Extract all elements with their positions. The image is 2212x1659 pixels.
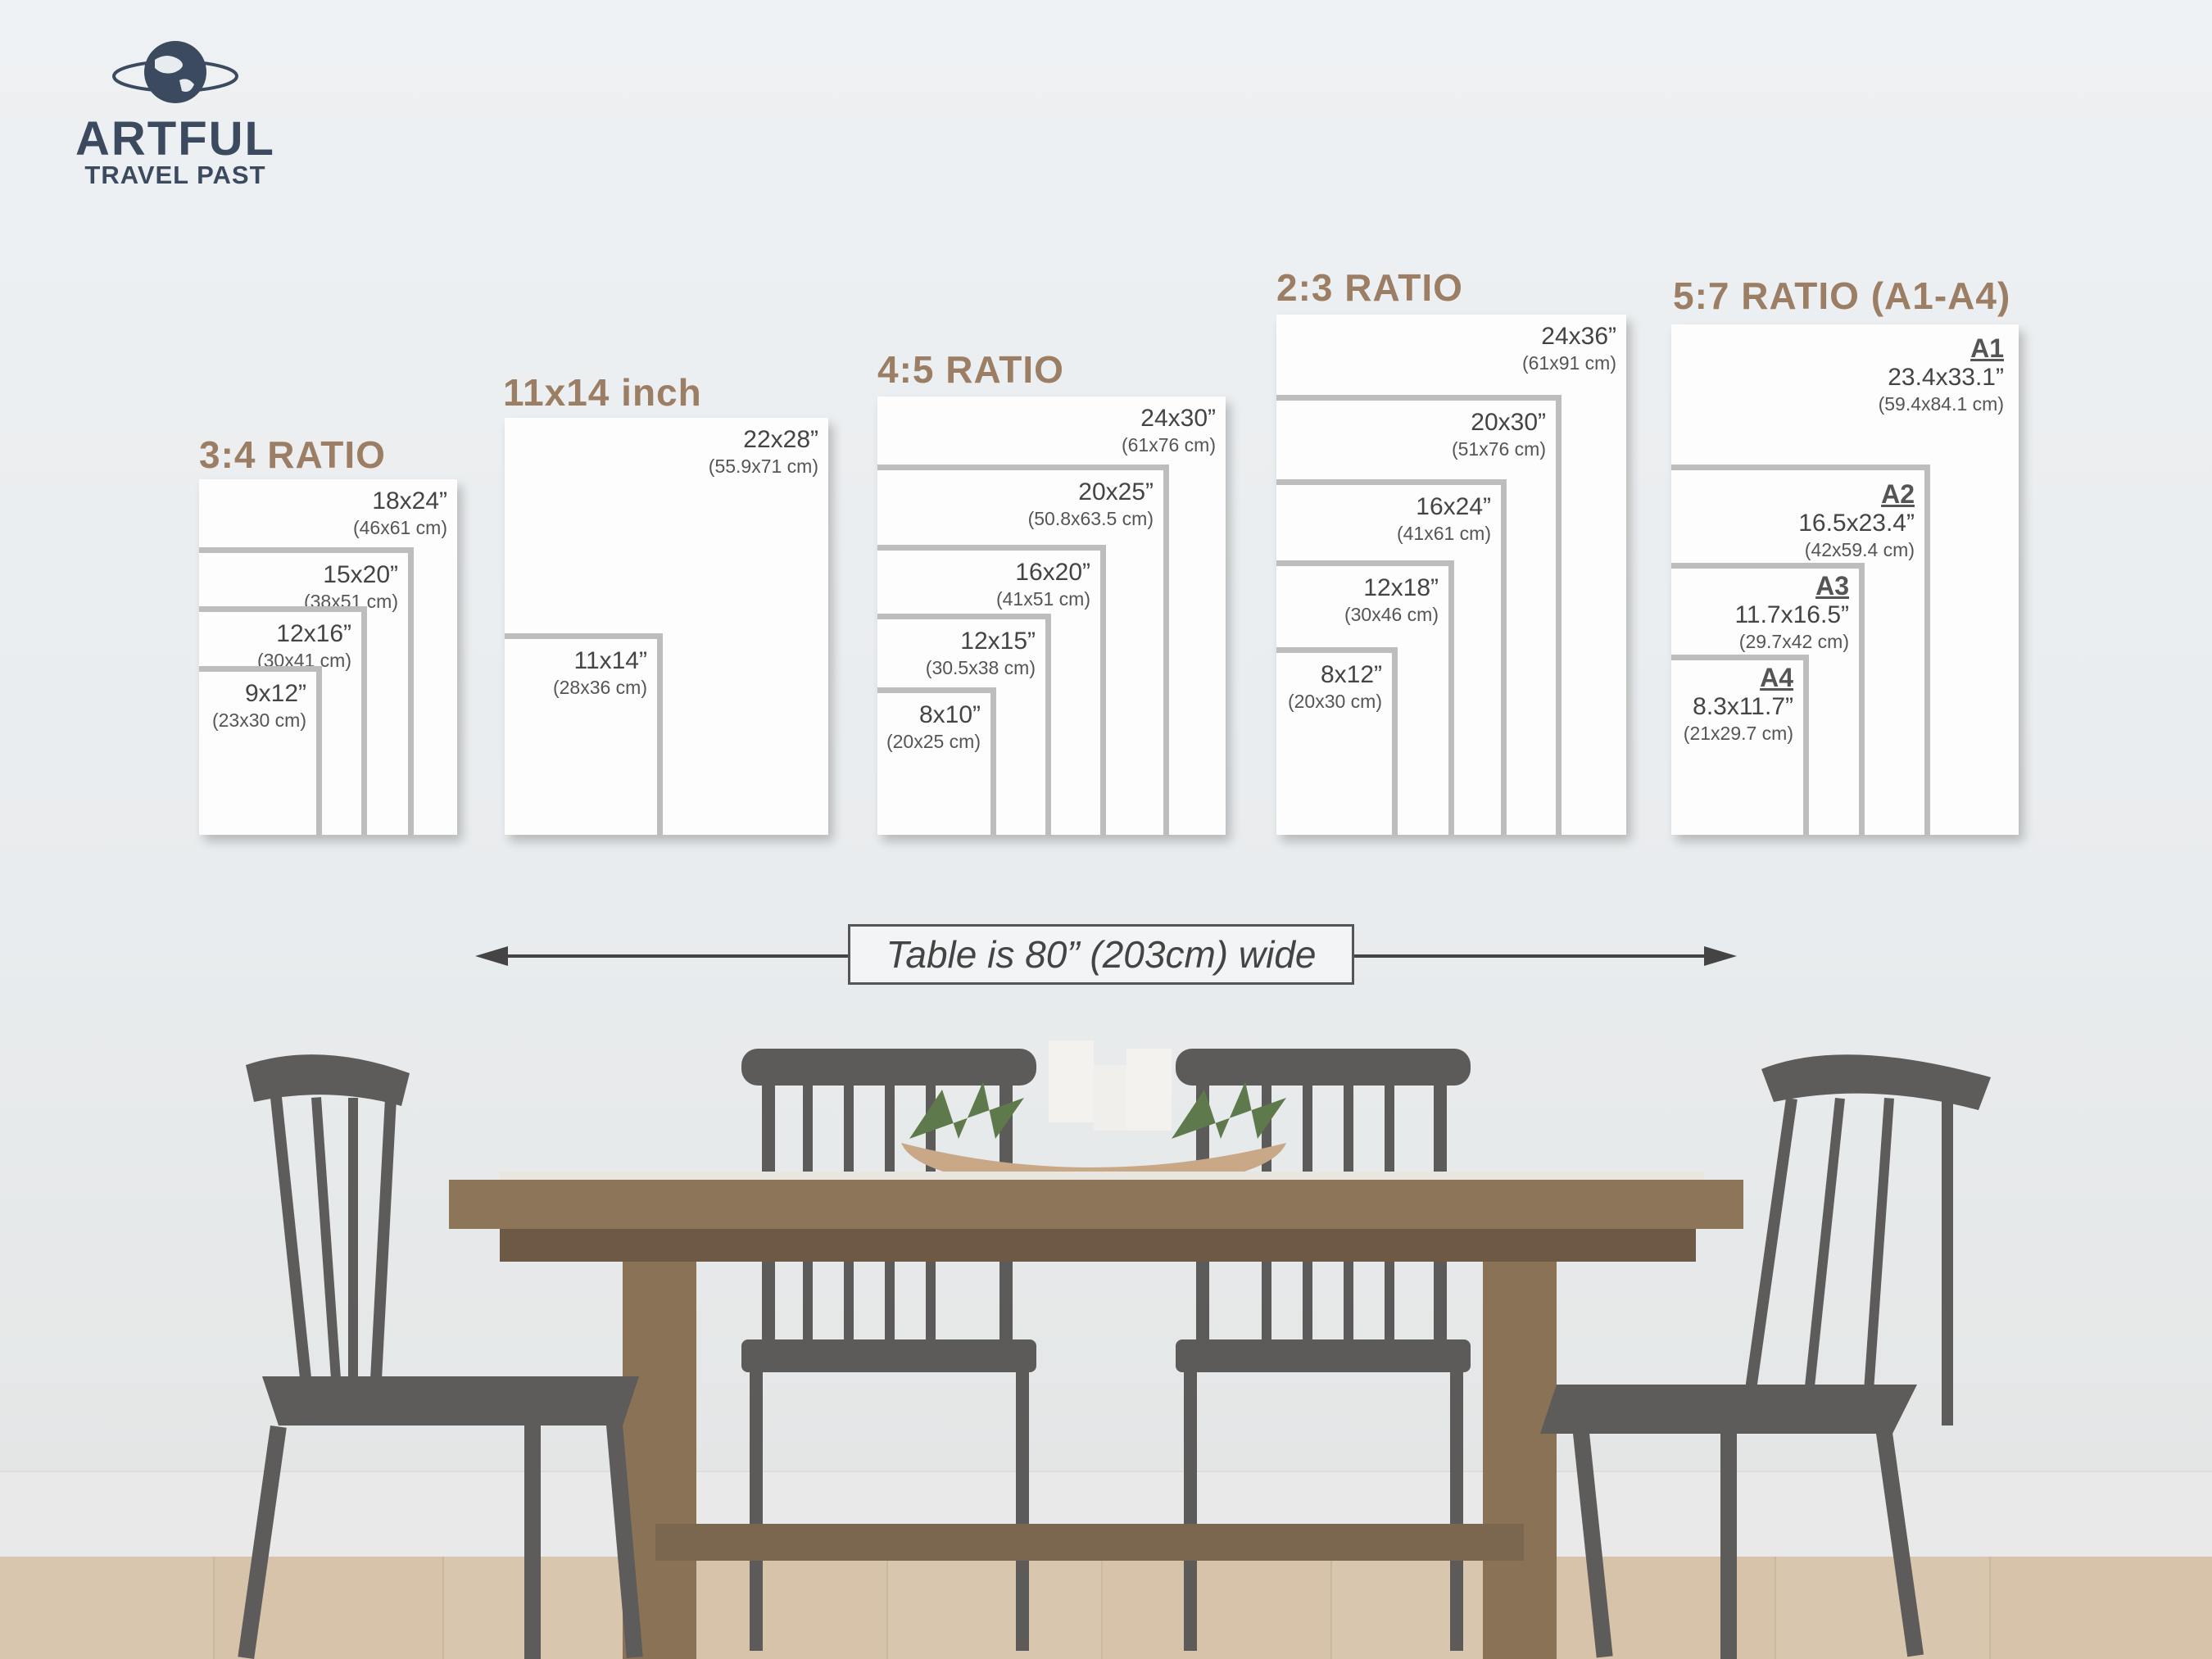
chair-right bbox=[1540, 1054, 1991, 1659]
chair-left bbox=[238, 1054, 643, 1659]
size-inch: 23.4x33.1” bbox=[1888, 364, 2004, 391]
size-inch: 8x10” bbox=[918, 701, 981, 728]
size-inch: 22x28” bbox=[743, 426, 818, 453]
size-cm: (29.7x42 cm) bbox=[1738, 631, 1849, 652]
group-title-11x14: 11x14 inch bbox=[503, 371, 702, 414]
size-inch: 16x24” bbox=[1416, 493, 1491, 520]
size-frame: 9x12” (23x30 cm) bbox=[199, 666, 322, 835]
size-frame: A2 16.5x23.4” (42x59.4 cm) bbox=[1671, 465, 1930, 835]
brand-name: ARTFUL bbox=[75, 112, 275, 165]
dining-table-scene bbox=[238, 1040, 1991, 1659]
size-inch: 18x24” bbox=[372, 487, 447, 514]
size-name: A4 bbox=[1760, 663, 1793, 692]
size-inch: 24x36” bbox=[1541, 323, 1616, 350]
size-label: 18x24” (46x61 cm) bbox=[353, 487, 447, 540]
size-cm: (41x51 cm) bbox=[995, 588, 1090, 610]
size-panel-2-3: 24x36” (61x91 cm) 20x30” (51x76 cm) 16x24”… bbox=[1276, 315, 1626, 835]
size-cm: (41x61 cm) bbox=[1396, 523, 1491, 544]
size-inch: 24x30” bbox=[1140, 405, 1216, 432]
wood-floor bbox=[0, 1557, 2212, 1659]
size-inch: 12x18” bbox=[1363, 574, 1439, 601]
size-cm: (30x46 cm) bbox=[1344, 604, 1439, 625]
size-cm: (20x30 cm) bbox=[1287, 691, 1382, 712]
table bbox=[449, 1172, 1743, 1659]
arrow-left-icon bbox=[475, 946, 508, 966]
size-cm: (50.8x63.5 cm) bbox=[1027, 508, 1154, 529]
size-cm: (20x25 cm) bbox=[886, 731, 981, 752]
size-inch: 20x30” bbox=[1471, 409, 1546, 436]
brand-logo: ARTFUL TRAVEL PAST bbox=[57, 39, 294, 189]
size-inch: 8x12” bbox=[1320, 661, 1382, 688]
size-inch: 11x14” bbox=[573, 647, 647, 674]
size-cm: (46x61 cm) bbox=[352, 517, 447, 538]
size-cm: (55.9x71 cm) bbox=[708, 456, 818, 477]
size-frame: 8x10” (20x25 cm) bbox=[877, 687, 996, 835]
group-title-3-4: 3:4 RATIO bbox=[199, 433, 386, 476]
size-inch: 12x16” bbox=[276, 620, 351, 647]
size-panel-3-4: 18x24” (46x61 cm) 15x20” (38x51 cm) 12x16”… bbox=[199, 479, 457, 835]
size-frame: 16x24” (41x61 cm) bbox=[1276, 479, 1507, 835]
size-frame: 20x30” (51x76 cm) bbox=[1276, 395, 1562, 835]
size-inch: 9x12” bbox=[244, 680, 306, 707]
group-title-2-3: 2:3 RATIO bbox=[1276, 266, 1463, 309]
brand-tagline: TRAVEL PAST bbox=[84, 161, 266, 189]
size-cm: (23x30 cm) bbox=[211, 709, 306, 731]
size-cm: (30.5x38 cm) bbox=[925, 657, 1036, 678]
table-width-note: Table is 80” (203cm) wide bbox=[848, 924, 1354, 985]
group-title-5-7: 5:7 RATIO (A1-A4) bbox=[1673, 274, 2011, 317]
size-cm: (61x76 cm) bbox=[1121, 434, 1216, 456]
size-cm: (21x29.7 cm) bbox=[1683, 723, 1793, 744]
size-panel-5-7: A1 23.4x33.1” (59.4x84.1 cm) A2 16.5x23.4”(… bbox=[1671, 324, 2019, 835]
size-inch: 8.3x11.7” bbox=[1693, 693, 1793, 720]
size-cm: (42x59.4 cm) bbox=[1804, 539, 1915, 560]
size-name: A2 bbox=[1881, 479, 1915, 509]
size-name: A1 bbox=[1970, 333, 2004, 363]
globe-icon bbox=[112, 41, 238, 103]
size-name: A3 bbox=[1815, 571, 1849, 601]
size-frame: 11x14” (28x36 cm) bbox=[505, 633, 663, 835]
size-inch: 11.7x16.5” bbox=[1734, 601, 1849, 628]
arrow-right-icon bbox=[1704, 946, 1737, 966]
size-frame: 12x15” (30.5x38 cm) bbox=[877, 614, 1051, 835]
size-cm: (28x36 cm) bbox=[552, 677, 647, 698]
size-cm: (51x76 cm) bbox=[1451, 438, 1546, 460]
size-frame: 20x25” (50.8x63.5 cm) bbox=[877, 465, 1169, 835]
scale-arrow-right-line bbox=[1352, 954, 1712, 958]
size-frame: A4 8.3x11.7” (21x29.7 cm) bbox=[1671, 655, 1809, 835]
size-panel-4-5: 24x30” (61x76 cm) 20x25” (50.8x63.5 cm) 16… bbox=[877, 397, 1226, 835]
scale-arrow-left-line bbox=[492, 954, 852, 958]
chair-back-left bbox=[741, 1049, 1036, 1651]
size-inch: 15x20” bbox=[323, 561, 398, 588]
size-frame: 12x18” (30x46 cm) bbox=[1276, 560, 1454, 835]
size-panel-11x14: 22x28” (55.9x71 cm) 11x14” (28x36 cm) bbox=[505, 418, 828, 835]
size-cm: (59.4x84.1 cm) bbox=[1878, 393, 2004, 415]
size-frame: 16x20” (41x51 cm) bbox=[877, 545, 1106, 835]
size-cm: (61x91 cm) bbox=[1521, 352, 1616, 374]
size-inch: 16x20” bbox=[1015, 559, 1090, 586]
size-frame: 8x12” (20x30 cm) bbox=[1276, 647, 1398, 835]
size-inch: 20x25” bbox=[1078, 478, 1154, 505]
group-title-4-5: 4:5 RATIO bbox=[877, 348, 1064, 391]
size-inch: 16.5x23.4” bbox=[1798, 510, 1915, 537]
size-inch: 12x15” bbox=[960, 628, 1036, 655]
size-frame: A3 11.7x16.5” (29.7x42 cm) bbox=[1671, 563, 1865, 835]
